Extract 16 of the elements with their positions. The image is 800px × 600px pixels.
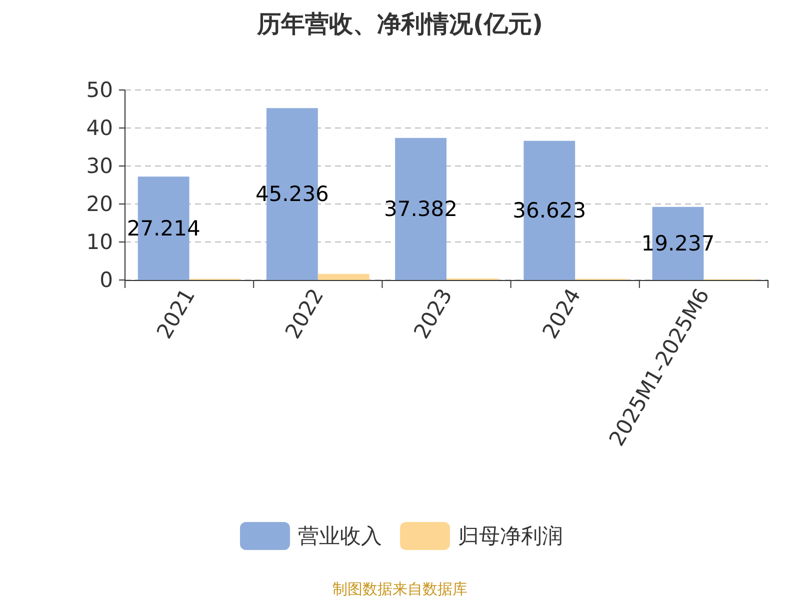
y-tick-label: 50 xyxy=(86,78,113,102)
text: 制图数据来自数据库 xyxy=(332,580,468,598)
data-label: 36.623 xyxy=(512,198,586,222)
legend-label: 归母净利润 xyxy=(458,524,563,548)
data-label: 45.236 xyxy=(255,182,329,206)
data-label: 19.237 xyxy=(641,231,715,256)
y-tick-label: 40 xyxy=(86,116,113,140)
y-tick-label: 30 xyxy=(86,154,113,178)
data-label: 37.382 xyxy=(384,196,458,221)
bar xyxy=(318,274,370,280)
y-tick-label: 0 xyxy=(100,268,113,292)
legend-label: 营业收入 xyxy=(298,524,382,548)
data-label: 27.214 xyxy=(126,216,200,240)
chart-title: 历年营收、净利情况(亿元) xyxy=(256,10,543,38)
y-tick-label: 20 xyxy=(86,192,113,216)
y-tick-label: 10 xyxy=(86,230,113,254)
